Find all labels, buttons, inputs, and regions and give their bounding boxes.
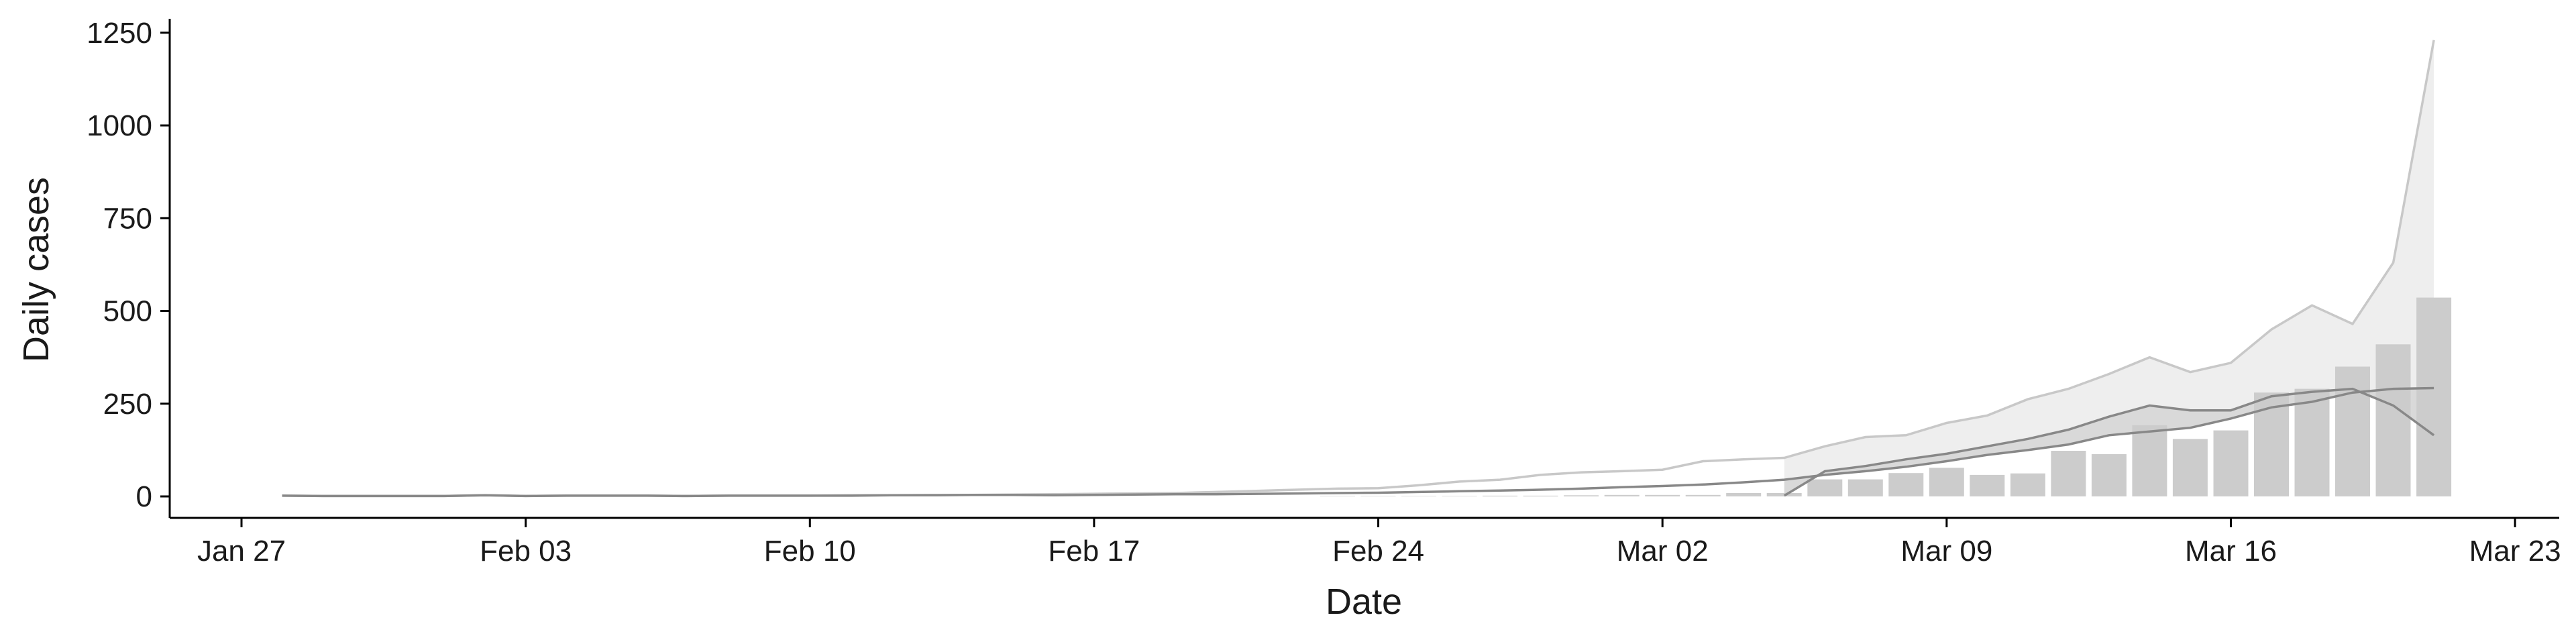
bar xyxy=(1970,474,2005,496)
line-middle xyxy=(282,386,2434,498)
ticks: 0 250 500 750 1000 1250 Jan 27 Feb 03 Feb 10 Feb … xyxy=(87,17,2561,568)
bar xyxy=(1604,494,1640,496)
y-tick-label: 250 xyxy=(103,388,152,421)
y-tick-label: 0 xyxy=(136,480,152,513)
bar xyxy=(1807,479,1843,496)
bar xyxy=(2132,425,2167,496)
bar xyxy=(1929,468,1964,496)
bar xyxy=(2335,366,2370,496)
x-tick-label: Feb 17 xyxy=(1048,535,1140,568)
x-tick-label: Feb 24 xyxy=(1332,535,1424,568)
bar xyxy=(2416,297,2452,496)
bar xyxy=(2051,451,2086,496)
bar xyxy=(2172,439,2208,496)
bar xyxy=(2375,344,2411,496)
bar xyxy=(1645,494,1680,496)
x-tick-label: Jan 27 xyxy=(197,535,286,568)
bar xyxy=(1847,479,1883,496)
series-lines xyxy=(282,40,2435,498)
bar xyxy=(2213,430,2249,496)
y-tick-label: 1000 xyxy=(87,109,152,142)
uncertainty-ribbons xyxy=(1784,40,2434,496)
x-tick-label: Mar 16 xyxy=(2185,535,2277,568)
y-axis-title: Daily cases xyxy=(16,177,56,362)
bar xyxy=(2091,454,2127,496)
y-tick-label: 1250 xyxy=(87,17,152,50)
axes xyxy=(168,19,2559,519)
bar xyxy=(1685,494,1721,496)
bar xyxy=(1564,495,1599,496)
x-axis-title: Date xyxy=(1326,582,1402,622)
line-lower xyxy=(1783,387,2435,497)
x-tick-label: Mar 23 xyxy=(2469,535,2561,568)
x-tick-label: Feb 03 xyxy=(480,535,572,568)
x-tick-label: Feb 10 xyxy=(764,535,856,568)
x-tick-label: Mar 02 xyxy=(1617,535,1709,568)
y-tick-label: 750 xyxy=(103,202,152,235)
bar xyxy=(2294,388,2330,496)
y-tick-label: 500 xyxy=(103,295,152,328)
x-tick-label: Mar 09 xyxy=(1900,535,1992,568)
bars xyxy=(1320,297,2452,496)
ribbon-outer xyxy=(1784,40,2434,496)
bar xyxy=(2010,473,2045,496)
bar xyxy=(1888,473,1924,496)
bar xyxy=(1726,493,1762,496)
